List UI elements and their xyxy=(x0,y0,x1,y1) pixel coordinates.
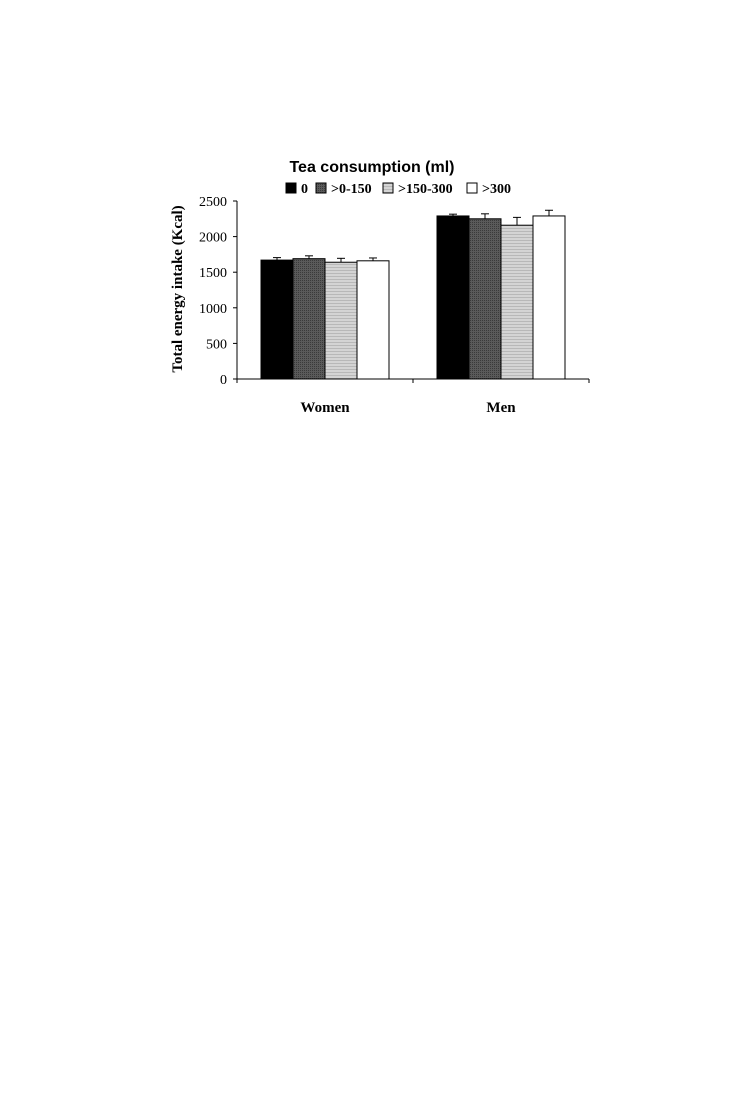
legend-swatch-0 xyxy=(285,182,297,194)
bar-men-0-150 xyxy=(468,218,502,380)
y-axis: 0 500 1000 1500 2000 2500 xyxy=(199,195,238,388)
y-tick-label: 2500 xyxy=(199,195,227,210)
bar-men-0 xyxy=(436,215,470,380)
x-axis: Women Men xyxy=(236,378,590,416)
legend: 0 >0-150 >150-300 >300 xyxy=(285,182,511,197)
error-bars xyxy=(273,209,553,263)
bar-women-0 xyxy=(260,259,294,380)
y-tick-label: 500 xyxy=(206,337,227,352)
legend-item-150-300: >150-300 xyxy=(382,182,453,197)
chart-title: Tea consumption (ml) xyxy=(289,159,454,176)
bar-women-300 xyxy=(356,260,390,380)
bars xyxy=(260,215,566,380)
legend-label-300: >300 xyxy=(482,182,511,197)
bar-men-300 xyxy=(532,215,566,380)
legend-item-300: >300 xyxy=(466,182,511,197)
legend-item-0-150: >0-150 xyxy=(315,182,372,197)
x-category-label-women: Women xyxy=(300,400,350,416)
y-tick-label: 2000 xyxy=(199,231,227,246)
y-tick-label: 1500 xyxy=(199,266,227,281)
y-axis-label: Total energy intake (Kcal) xyxy=(170,205,186,372)
legend-swatch-150-300 xyxy=(382,182,394,194)
legend-swatch-300 xyxy=(466,182,478,194)
y-tick-label: 0 xyxy=(220,373,227,388)
bar-women-150-300 xyxy=(324,261,358,380)
bar-women-0-150 xyxy=(292,258,326,380)
legend-swatch-0-150 xyxy=(315,182,327,194)
y-tick-label: 1000 xyxy=(199,302,227,317)
legend-item-0: 0 xyxy=(285,182,308,197)
x-category-label-men: Men xyxy=(486,400,516,416)
legend-label-0: 0 xyxy=(301,182,308,197)
legend-label-150-300: >150-300 xyxy=(398,182,453,197)
bar-men-150-300 xyxy=(500,224,534,380)
legend-label-0-150: >0-150 xyxy=(331,182,372,197)
